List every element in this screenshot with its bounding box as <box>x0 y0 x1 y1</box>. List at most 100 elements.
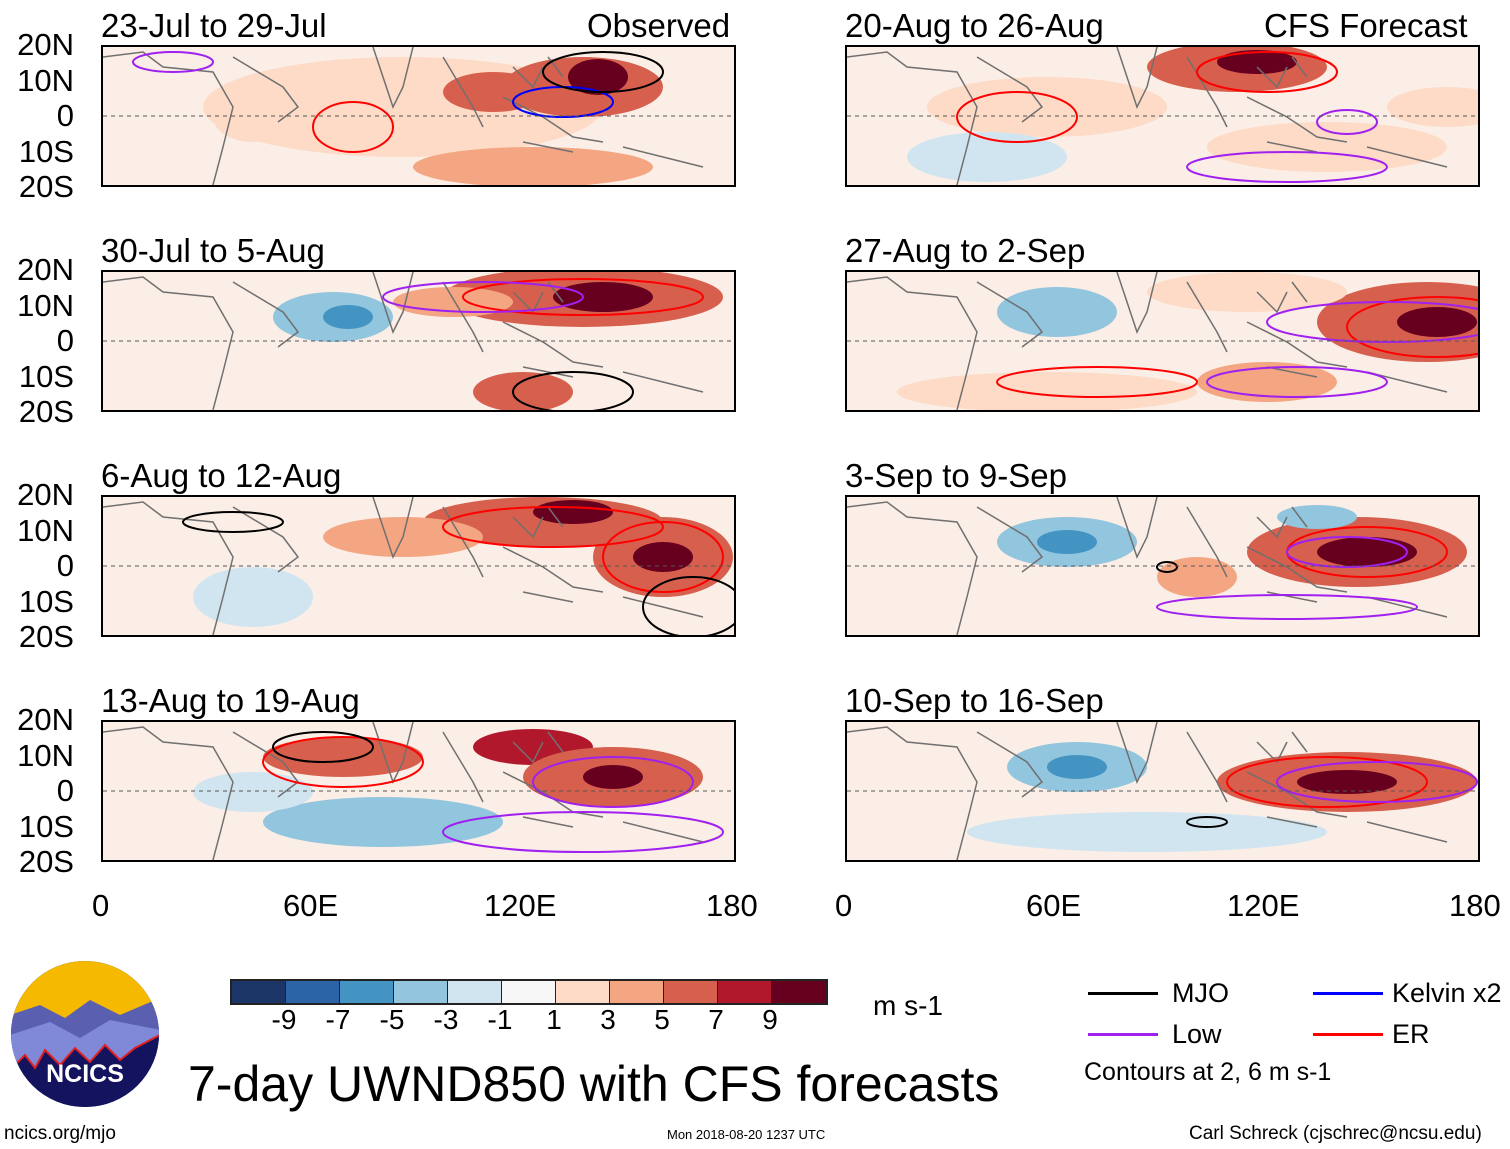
shading-region <box>568 59 628 95</box>
wind-anomaly-map <box>103 722 734 860</box>
wind-anomaly-map <box>103 47 734 185</box>
legend-kelvin-label: Kelvin x2 <box>1392 978 1502 1008</box>
source-url[interactable]: ncics.org/mjo <box>4 1123 116 1144</box>
lon-label-0-right: 0 <box>835 888 853 923</box>
coastline <box>847 272 1448 410</box>
shading-region <box>1277 505 1357 529</box>
lat-label: 0 <box>56 323 74 358</box>
shading-region <box>897 372 1197 410</box>
wind-anomaly-map <box>847 722 1478 860</box>
shading-region <box>323 305 373 329</box>
shading-region <box>1297 770 1397 794</box>
lat-label: 10S <box>18 358 74 394</box>
wave-contour <box>462 278 704 316</box>
lat-label: 0 <box>56 548 74 583</box>
lat-label: 0 <box>56 773 74 808</box>
wave-contour <box>272 731 374 763</box>
colorbar-tick-label: 5 <box>654 1004 670 1035</box>
shading-region <box>583 765 643 789</box>
wind-anomaly-map <box>847 47 1478 185</box>
shading-region <box>907 132 1067 182</box>
shading-region <box>1217 50 1297 74</box>
map-panel-forecast <box>845 495 1480 637</box>
colorbar-swatch <box>232 981 286 1003</box>
lat-label: 20N <box>17 702 74 737</box>
wind-anomaly-map <box>103 497 734 635</box>
lat-label: 20N <box>17 27 74 62</box>
map-panel-observed <box>101 45 736 187</box>
wave-contour <box>1226 756 1428 808</box>
coastline <box>847 47 1448 185</box>
lat-label: 0 <box>56 98 74 133</box>
shading-region <box>553 282 653 312</box>
wave-contour <box>1276 761 1478 803</box>
wave-contour <box>1316 109 1378 135</box>
lon-label-180-right: 180 <box>1449 888 1501 923</box>
panel-title: 13-Aug to 19-Aug <box>101 682 360 719</box>
lat-label: 20S <box>18 169 74 204</box>
colorbar-swatch <box>718 981 772 1003</box>
wave-contour <box>512 371 634 410</box>
colorbar-tick-label: 3 <box>600 1004 616 1035</box>
shading-region <box>413 147 653 185</box>
wave-contour <box>996 366 1198 398</box>
wave-contour <box>442 506 664 548</box>
shading-region <box>1047 755 1107 779</box>
coastline <box>103 722 704 860</box>
wave-contour <box>602 521 724 593</box>
lat-label: 20S <box>18 619 74 654</box>
shading-region <box>927 77 1167 137</box>
legend-low-line <box>1088 1033 1158 1036</box>
colorbar-swatch <box>502 981 556 1003</box>
shading-region <box>1147 272 1347 312</box>
map-panel-forecast <box>845 720 1480 862</box>
wave-contour <box>1206 366 1388 398</box>
lat-label: 10S <box>18 808 74 844</box>
lat-label: 10N <box>17 737 74 773</box>
legend-er-line <box>1313 1033 1383 1036</box>
colorbar-swatch <box>286 981 340 1003</box>
panel-title: 6-Aug to 12-Aug <box>101 457 342 494</box>
wind-anomaly-map <box>103 272 734 410</box>
colorbar-tick-label: 1 <box>546 1004 562 1035</box>
colorbar-swatch <box>448 981 502 1003</box>
wave-contour <box>532 756 694 808</box>
logo-text: NCICS <box>46 1060 124 1088</box>
lon-label-120e-right: 120E <box>1227 888 1300 923</box>
coastline <box>847 722 1448 860</box>
colorbar-tick-label: -1 <box>487 1004 513 1035</box>
lat-label: 20N <box>17 477 74 512</box>
legend-mjo-label: MJO <box>1172 978 1229 1008</box>
coastline <box>103 47 704 185</box>
colorbar-swatch <box>556 981 610 1003</box>
forecast-label: CFS Forecast <box>1264 7 1468 44</box>
colorbar-swatch <box>394 981 448 1003</box>
shading-region <box>633 542 693 572</box>
author-credit: Carl Schreck (cjschrec@ncsu.edu) <box>1189 1123 1482 1144</box>
ncics-logo: NCICS <box>10 960 160 1108</box>
shading-region <box>1397 307 1477 337</box>
wind-anomaly-map <box>847 497 1478 635</box>
wave-contour <box>1346 296 1478 358</box>
coastline <box>847 497 1448 635</box>
lat-label: 20S <box>18 394 74 429</box>
shading-region <box>193 772 313 812</box>
lat-label: 20S <box>18 844 74 879</box>
wave-contour <box>1186 151 1388 183</box>
lat-label: 10N <box>17 512 74 548</box>
colorbar-tick-label: -7 <box>325 1004 351 1035</box>
map-panel-forecast <box>845 45 1480 187</box>
timestamp: Mon 2018-08-20 1237 UTC <box>667 1127 826 1142</box>
coastline <box>103 272 704 410</box>
shading-region <box>213 92 293 142</box>
panel-title: 23-Jul to 29-Jul <box>101 7 327 44</box>
panel-title: 10-Sep to 16-Sep <box>845 682 1104 719</box>
map-panel-observed <box>101 720 736 862</box>
legend-mjo-line <box>1088 992 1158 995</box>
panel-title: 30-Jul to 5-Aug <box>101 232 325 269</box>
colorbar-swatch <box>610 981 664 1003</box>
wave-contour <box>132 51 214 73</box>
panel-title: 3-Sep to 9-Sep <box>845 457 1067 494</box>
wave-contour <box>956 91 1078 143</box>
colorbar-swatch <box>340 981 394 1003</box>
